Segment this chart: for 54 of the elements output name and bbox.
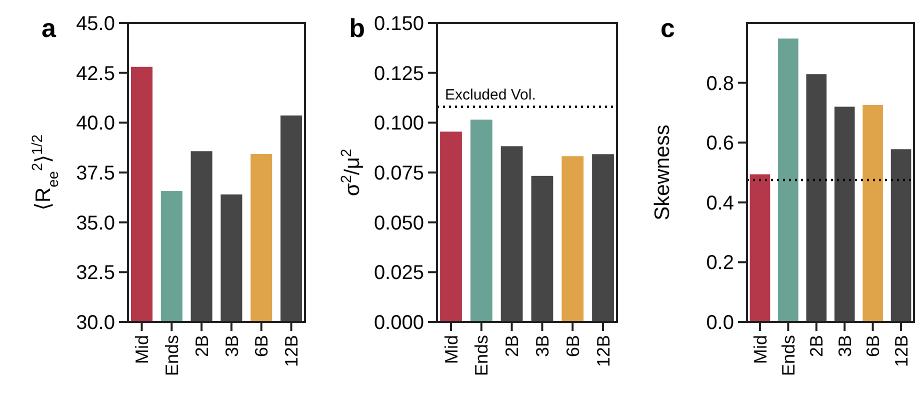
y-tick-label: 42.5	[76, 62, 115, 85]
chart-title: a	[42, 13, 57, 43]
bar	[470, 120, 492, 322]
bar	[531, 176, 554, 322]
x-tick-label: Ends	[162, 335, 182, 376]
y-tick-label: 0.000	[374, 312, 424, 334]
bar	[500, 146, 523, 322]
y-axis-title: Skewness	[651, 124, 674, 220]
y-tick-label: 0.2	[706, 252, 734, 274]
y-tick-label: 0.0	[706, 312, 734, 334]
y-tick-label: 37.5	[76, 162, 115, 184]
x-tick-label: 2B	[502, 335, 522, 358]
y-tick-label: 0.100	[374, 112, 424, 135]
y-tick-label: 0.075	[374, 162, 424, 184]
bar	[562, 156, 584, 322]
x-tick-label: Mid	[132, 335, 152, 364]
x-tick-label: 2B	[806, 335, 827, 358]
bar	[806, 74, 827, 322]
x-tick-label: 12B	[891, 335, 912, 368]
y-tick-label: 0.050	[374, 212, 424, 234]
x-tick-label: 3B	[532, 335, 553, 358]
x-tick-label: Mid	[441, 335, 462, 364]
x-tick-label: 3B	[222, 335, 242, 358]
x-tick-label: 12B	[593, 335, 614, 368]
y-tick-label: 40.0	[76, 112, 115, 135]
y-tick-label: 45.0	[76, 13, 115, 35]
x-tick-label: 2B	[192, 335, 212, 358]
chart-title: c	[660, 13, 675, 43]
y-tick-label: 0.025	[374, 262, 424, 284]
y-tick-label: 0.150	[374, 13, 424, 35]
bar	[890, 149, 912, 322]
y-tick-label: 0.4	[706, 192, 734, 214]
bar	[592, 154, 614, 322]
bar	[440, 132, 462, 322]
y-tick-label: 35.0	[76, 212, 115, 234]
y-tick-label: 0.125	[374, 62, 424, 85]
x-tick-label: 3B	[834, 335, 855, 358]
chart-title: b	[349, 13, 365, 43]
bar	[862, 104, 883, 322]
bar	[834, 106, 855, 322]
x-tick-label: 6B	[863, 335, 884, 358]
y-tick-label: 30.0	[76, 312, 115, 334]
x-tick-label: 6B	[252, 335, 272, 358]
bar	[778, 38, 798, 322]
y-tick-label: 0.8	[706, 72, 734, 95]
x-tick-label: Ends	[778, 335, 798, 376]
y-tick-label: 32.5	[76, 262, 115, 284]
x-tick-label: Mid	[750, 335, 770, 364]
x-tick-label: Ends	[472, 335, 492, 376]
bar	[750, 174, 770, 322]
ref-line-label: Excluded Vol.	[445, 86, 536, 104]
y-tick-label: 0.6	[706, 132, 734, 155]
x-tick-label: 6B	[562, 335, 583, 358]
x-tick-label: 12B	[282, 335, 302, 368]
